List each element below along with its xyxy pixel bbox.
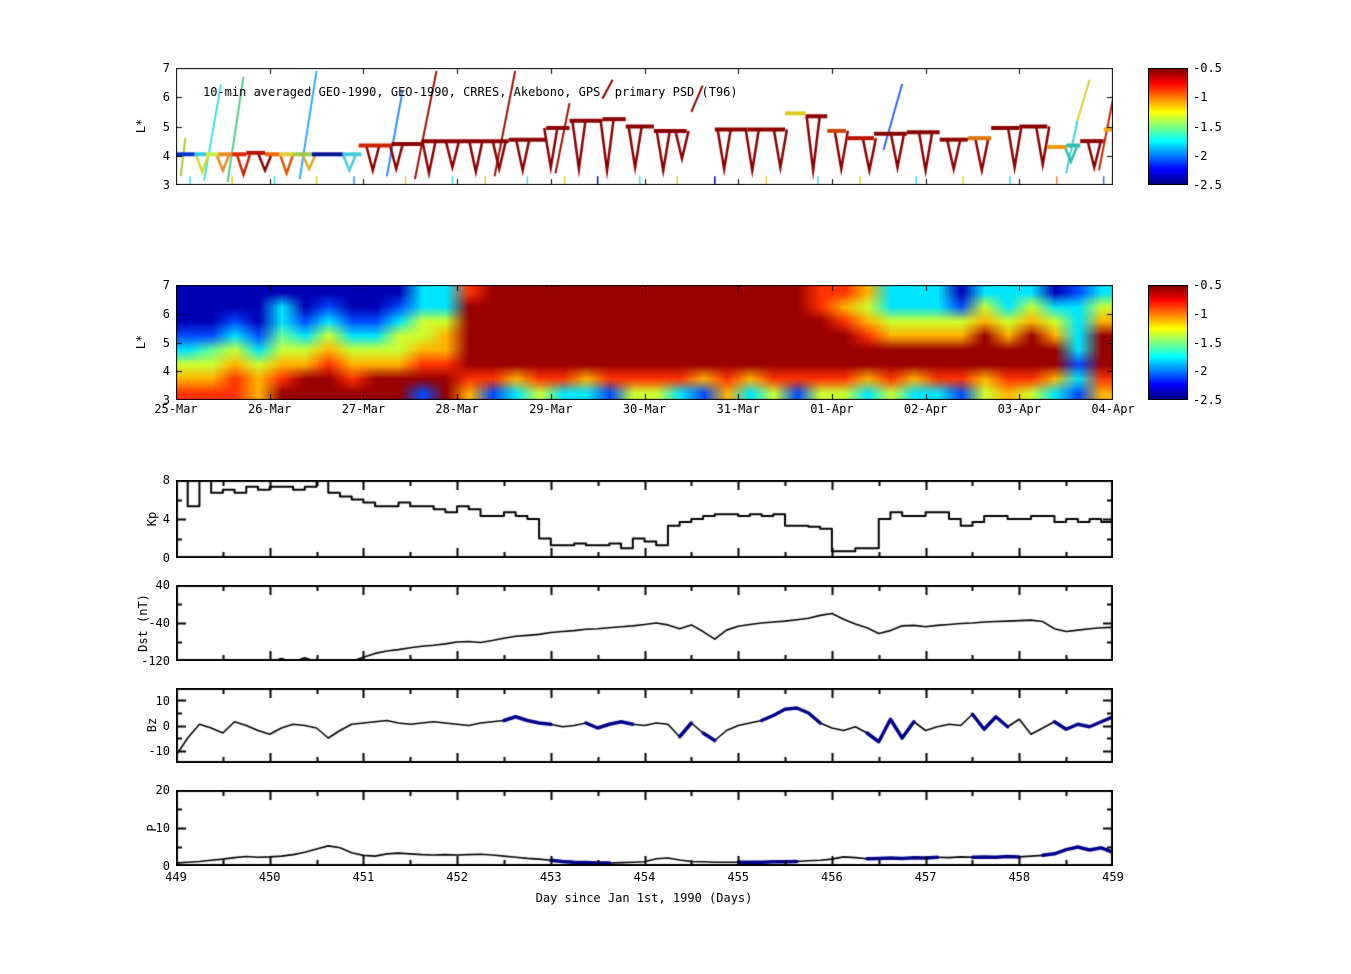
y-tick-label: 40 (155, 578, 170, 592)
day-tick-label: 456 (821, 870, 843, 884)
date-tick-label: 29-Mar (529, 402, 573, 416)
day-tick-label: 450 (258, 870, 281, 884)
y-tick-label: 0 (162, 859, 170, 873)
date-tick-label: 02-Apr (903, 402, 948, 416)
day-tick-label: 458 (1008, 870, 1031, 884)
day-tick-label: 459 (1102, 870, 1124, 884)
colorbar-tick-label: -2 (1193, 364, 1208, 379)
y-tick-label: 0 (162, 718, 170, 733)
colorbar-tick-label: -1 (1193, 90, 1208, 105)
x-axis-title: Day since Jan 1st, 1990 (Days) (535, 891, 753, 905)
y-tick-label: 6 (162, 306, 170, 321)
colorbar-tick-label: -1 (1193, 306, 1208, 321)
bz-plot (176, 688, 1113, 763)
day-tick-label: 451 (352, 870, 375, 884)
colorbar-tick-label: -0.5 (1193, 61, 1222, 75)
y-tick-label: 8 (162, 473, 170, 487)
date-tick-label: 04-Apr (1091, 402, 1135, 416)
day-tick-label: 457 (914, 870, 937, 884)
y-tick-label: 5 (162, 119, 170, 134)
y-tick-label: 0 (162, 551, 170, 565)
y-tick-label: -10 (148, 743, 170, 758)
y-tick-label: 10 (155, 693, 170, 708)
date-tick-label: 25-Mar (154, 402, 198, 416)
p-plot (176, 790, 1113, 866)
y-tick-label: -120 (141, 654, 170, 668)
date-tick-label: 26-Mar (248, 402, 292, 416)
colorbar-map (1148, 285, 1188, 400)
colorbar-tick-label: -1.5 (1193, 119, 1222, 134)
y-tick-label: 20 (155, 783, 170, 797)
colorbar-tick-label: -2 (1193, 148, 1208, 163)
y-tick-label: -40 (148, 616, 170, 630)
colorbar-tick-label: -2.5 (1193, 178, 1222, 192)
day-tick-label: 455 (727, 870, 750, 884)
y-tick-label: 5 (162, 335, 170, 350)
date-tick-label: 30-Mar (622, 402, 667, 416)
y-tick-label: 7 (162, 278, 170, 292)
y-tick-label: 4 (162, 364, 170, 379)
y-tick-label: 4 (162, 512, 170, 526)
y-tick-label: 10 (155, 821, 170, 835)
kp-plot (176, 480, 1113, 558)
date-tick-label: 01-Apr (810, 402, 854, 416)
dst-plot (176, 585, 1113, 661)
date-tick-label: 31-Mar (716, 402, 760, 416)
day-tick-label: 449 (165, 870, 187, 884)
date-tick-label: 28-Mar (435, 402, 479, 416)
date-tick-label: 03-Apr (997, 402, 1041, 416)
plot-title: 10-min averaged GEO-1990, GEO-1990, CRRE… (203, 85, 738, 99)
psd-scatter-plot (176, 68, 1113, 185)
colorbar-top (1148, 68, 1188, 185)
colorbar-tick-label: -2.5 (1193, 393, 1222, 407)
date-tick-label: 27-Mar (341, 402, 386, 416)
y-tick-label: 3 (162, 178, 170, 192)
day-tick-label: 453 (539, 870, 562, 884)
colorbar-tick-label: -1.5 (1193, 335, 1222, 350)
colorbar-tick-label: -0.5 (1193, 278, 1222, 292)
day-tick-label: 454 (633, 870, 656, 884)
day-tick-label: 452 (446, 870, 468, 884)
y-tick-label: 7 (162, 61, 170, 75)
psd-heatmap-plot (176, 285, 1113, 400)
y-tick-label: 4 (162, 148, 170, 163)
y-tick-label: 3 (162, 393, 170, 407)
y-tick-label: 6 (162, 90, 170, 105)
